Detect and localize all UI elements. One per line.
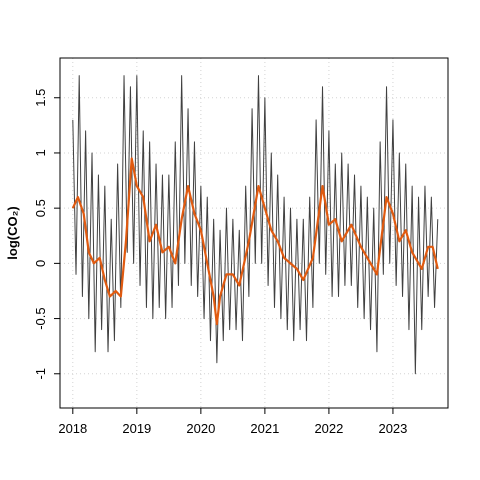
y-tick-label: -0.5 — [33, 307, 48, 329]
y-tick-label: 1.5 — [33, 89, 48, 107]
series-line — [72, 75, 439, 375]
x-tick-label: 2023 — [378, 421, 407, 436]
y-axis-label: log(CO₂) — [5, 206, 20, 259]
y-tick-label: 0.5 — [33, 199, 48, 217]
y-tick-label: 1 — [33, 149, 48, 156]
x-tick-label: 2022 — [314, 421, 343, 436]
plot-frame — [59, 57, 449, 409]
series-line — [71, 157, 439, 326]
y-tick-label: -1 — [33, 368, 48, 380]
x-tick-label: 2018 — [58, 421, 87, 436]
x-tick-label: 2020 — [186, 421, 215, 436]
x-tick-label: 2021 — [250, 421, 279, 436]
x-tick-label: 2019 — [122, 421, 151, 436]
y-tick-label: 0 — [33, 260, 48, 267]
